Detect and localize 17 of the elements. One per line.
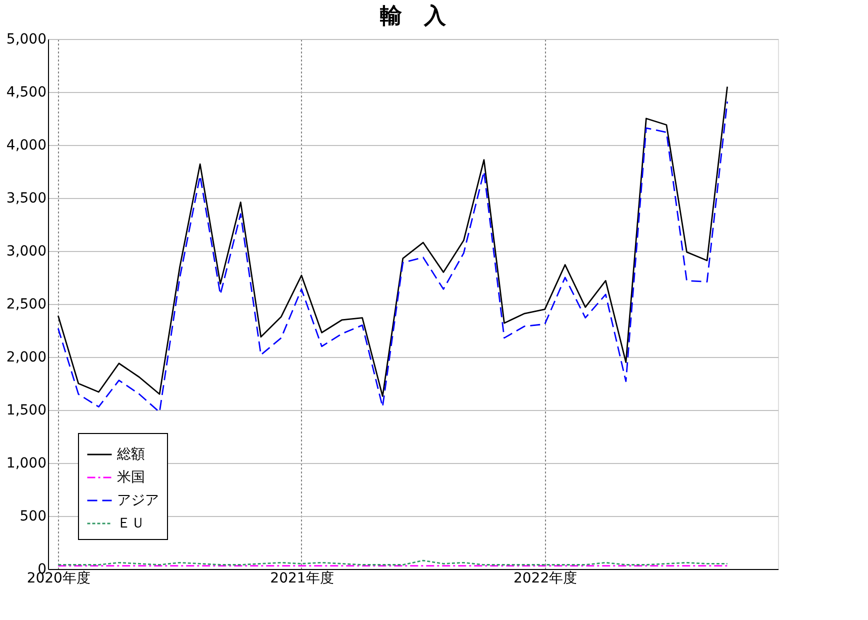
legend-label: 米国 xyxy=(117,470,145,486)
x-tick-label: 2022年度 xyxy=(513,570,578,586)
chart-title: 輸 入 xyxy=(379,4,447,29)
y-tick-label: 1,500 xyxy=(6,402,46,418)
x-tick-label: 2021年度 xyxy=(270,570,334,586)
y-tick-label: 4,500 xyxy=(6,84,46,100)
y-tick-label: 3,000 xyxy=(6,244,46,260)
y-tick-label: 5,000 xyxy=(6,32,46,48)
legend-label: アジア xyxy=(117,492,159,508)
y-tick-label: 4,000 xyxy=(6,138,46,154)
y-tick-label: 2,500 xyxy=(6,296,46,312)
y-tick-label: 2,000 xyxy=(6,350,46,366)
y-tick-label: 500 xyxy=(20,508,46,524)
legend-label: 総額 xyxy=(116,446,145,462)
legend-label: ＥＵ xyxy=(117,516,145,532)
y-tick-label: 3,500 xyxy=(6,190,46,206)
y-tick-label: 1,000 xyxy=(6,456,46,472)
